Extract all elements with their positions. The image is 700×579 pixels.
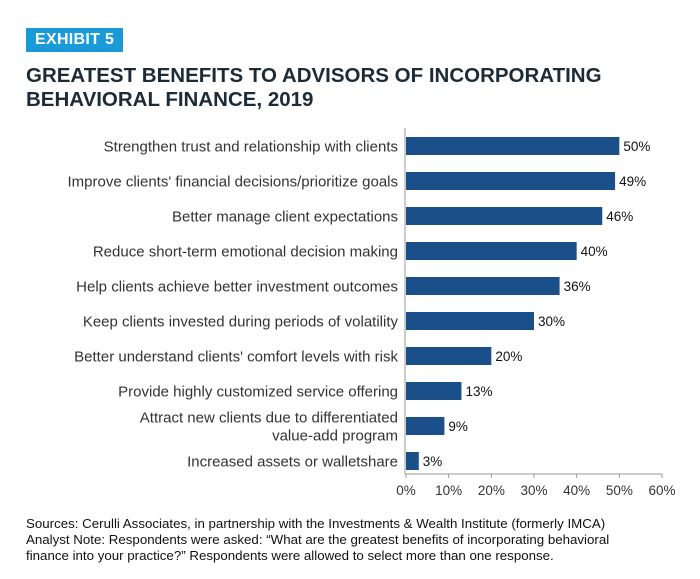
- bar-value-label-6: 30%: [538, 314, 565, 329]
- bar-value-label-2: 49%: [619, 174, 646, 189]
- bar-7: [406, 347, 492, 365]
- bar-value-label-9: 9%: [448, 419, 468, 434]
- bar-2: [406, 172, 616, 190]
- bar-value-label-7: 20%: [495, 349, 522, 364]
- bar-value-label-1: 50%: [623, 139, 650, 154]
- category-label-1: Strengthen trust and relationship with c…: [104, 139, 398, 156]
- category-label-9-line-2: value-add program: [272, 428, 398, 445]
- chart-title-line-1: GREATEST BENEFITS TO ADVISORS OF INCORPO…: [26, 64, 602, 87]
- bar-3: [406, 207, 603, 225]
- chart-title-line-2: BEHAVIORAL FINANCE, 2019: [26, 88, 314, 111]
- category-label-5: Help clients achieve better investment o…: [76, 279, 398, 296]
- category-label-2: Improve clients' financial decisions/pri…: [67, 174, 398, 191]
- bar-1: [406, 137, 620, 155]
- bar-4: [406, 242, 577, 260]
- bar-9: [406, 417, 445, 435]
- bar-value-label-4: 40%: [581, 244, 608, 259]
- category-label-6: Keep clients invested during periods of …: [83, 314, 399, 331]
- category-label-7: Better understand clients' comfort level…: [74, 349, 398, 366]
- category-label-10: Increased assets or walletshare: [187, 454, 398, 471]
- category-label-4: Reduce short-term emotional decision mak…: [93, 244, 398, 261]
- x-tick-label-0: 0%: [396, 483, 416, 498]
- x-tick-label-3: 30%: [520, 483, 547, 498]
- analyst-note-line-1: Analyst Note: Respondents were asked: “W…: [26, 532, 610, 547]
- bar-value-label-3: 46%: [606, 209, 633, 224]
- bar-6: [406, 312, 534, 330]
- chart-footer: Sources: Cerulli Associates, in partners…: [26, 516, 686, 564]
- x-tick-label-4: 40%: [563, 483, 590, 498]
- x-tick-label-2: 20%: [478, 483, 505, 498]
- bar-value-label-8: 13%: [465, 384, 492, 399]
- category-label-3: Better manage client expectations: [172, 209, 398, 226]
- chart-title: GREATEST BENEFITS TO ADVISORS OF INCORPO…: [26, 64, 666, 112]
- bar-5: [406, 277, 560, 295]
- sources-note: Sources: Cerulli Associates, in partners…: [26, 516, 606, 531]
- x-tick-label-6: 60%: [648, 483, 675, 498]
- x-tick-label-1: 10%: [435, 483, 462, 498]
- bar-value-label-5: 36%: [564, 279, 591, 294]
- analyst-note-line-2: finance into your practice?” Respondents…: [26, 548, 554, 563]
- x-tick-label-5: 50%: [606, 483, 633, 498]
- bar-value-label-10: 3%: [423, 454, 443, 469]
- category-label-9-line-1: Attract new clients due to differentiate…: [140, 410, 398, 427]
- bar-10: [406, 452, 419, 470]
- bar-8: [406, 382, 462, 400]
- category-label-8: Provide highly customized service offeri…: [118, 384, 398, 401]
- exhibit-badge: EXHIBIT 5: [26, 28, 124, 52]
